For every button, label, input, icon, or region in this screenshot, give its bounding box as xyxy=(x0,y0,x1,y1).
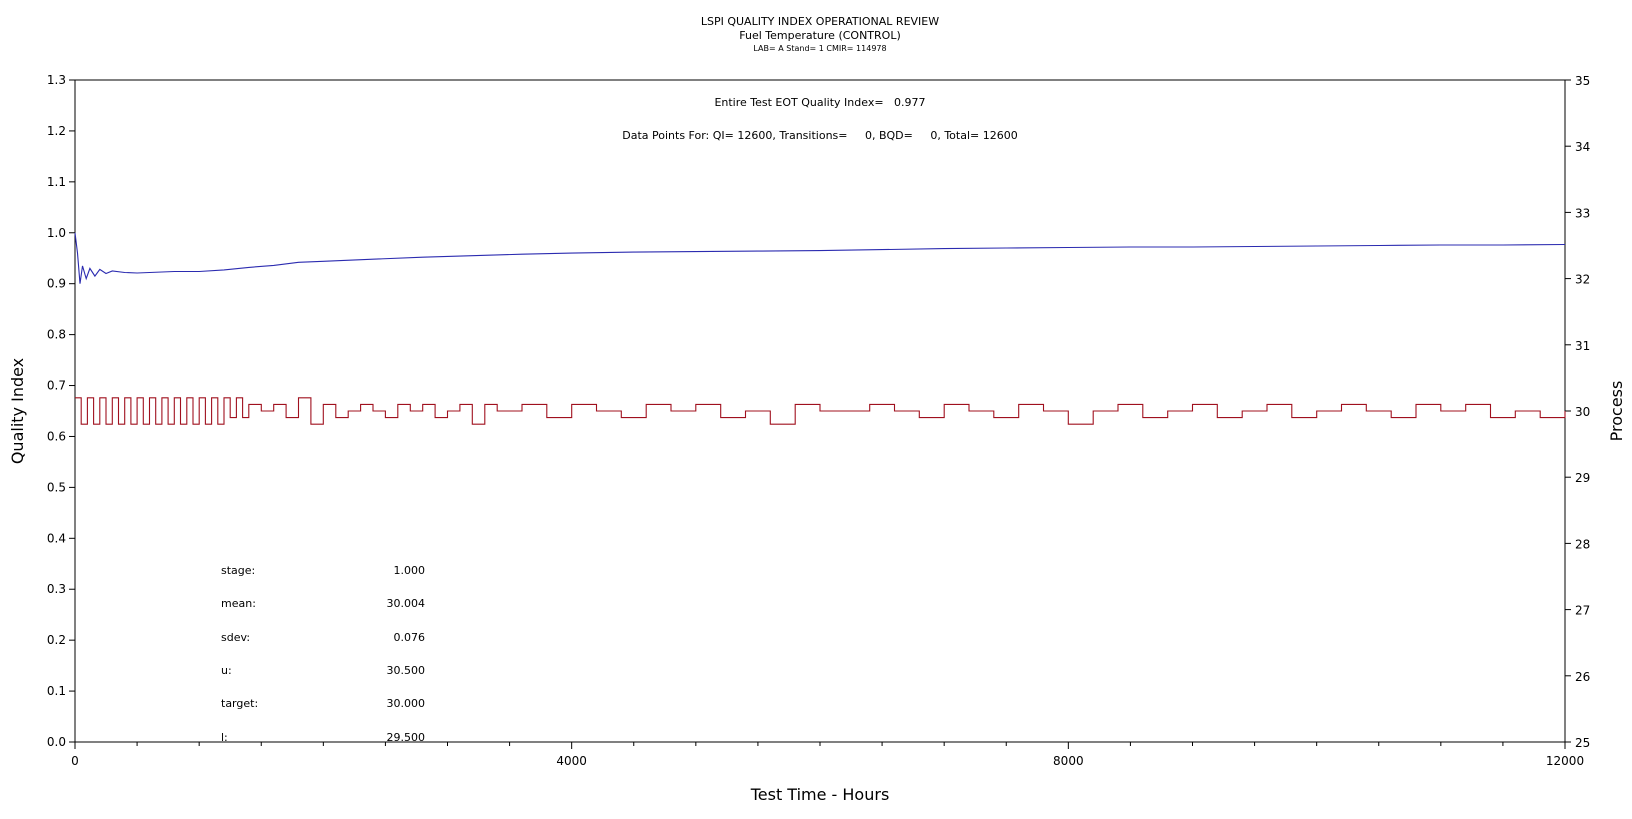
stat-value-target: 30.000 xyxy=(387,697,426,710)
stat-value-mean: 30.004 xyxy=(387,597,426,610)
right-y-axis: 25 26 27 28 29 30 31 32 33 34 35 xyxy=(1565,74,1590,750)
left-y-tick-label: 0.5 xyxy=(47,480,66,494)
right-y-tick-label: 26 xyxy=(1575,670,1590,684)
stat-label-u: u: xyxy=(221,664,232,677)
x-axis-label: Test Time - Hours xyxy=(750,785,890,804)
right-y-tick-label: 32 xyxy=(1575,273,1590,287)
stat-label-mean: mean: xyxy=(221,597,256,610)
left-y-tick-label: 0.1 xyxy=(47,684,66,698)
right-y-tick-label: 25 xyxy=(1575,736,1590,750)
data-points-annotation: Data Points For: QI= 12600, Transitions=… xyxy=(622,129,1017,142)
right-y-tick-label: 31 xyxy=(1575,339,1590,353)
x-axis: 0 4000 8000 12000 xyxy=(71,742,1584,768)
right-y-tick-label: 30 xyxy=(1575,405,1590,419)
y2-axis-label: Process xyxy=(1607,381,1626,442)
right-y-tick-label: 28 xyxy=(1575,537,1590,551)
stat-value-l: 29.500 xyxy=(387,731,426,744)
stat-label-l: l: xyxy=(221,731,228,744)
chart-subtitle: Fuel Temperature (CONTROL) xyxy=(739,29,901,42)
left-y-tick-label: 0.6 xyxy=(47,429,66,443)
qi-annotation: Entire Test EOT Quality Index= 0.977 xyxy=(714,96,925,109)
right-y-tick-label: 29 xyxy=(1575,471,1590,485)
stat-value-stage: 1.000 xyxy=(394,564,426,577)
left-y-tick-label: 0.4 xyxy=(47,531,66,545)
x-tick-label: 8000 xyxy=(1053,754,1084,768)
stat-label-stage: stage: xyxy=(221,564,255,577)
left-y-tick-label: 0.2 xyxy=(47,633,66,647)
left-y-tick-label: 0.7 xyxy=(47,379,66,393)
x-tick-label: 4000 xyxy=(556,754,587,768)
left-y-tick-label: 1.0 xyxy=(47,226,66,240)
left-y-tick-label: 0.9 xyxy=(47,277,66,291)
stat-value-u: 30.500 xyxy=(387,664,426,677)
left-y-tick-label: 1.1 xyxy=(47,175,66,189)
left-y-tick-label: 0.8 xyxy=(47,328,66,342)
process-series-line xyxy=(75,397,1566,425)
quality-index-series-line xyxy=(74,232,1566,284)
chart-subsubtitle: LAB= A Stand= 1 CMIR= 114978 xyxy=(753,44,886,53)
right-y-tick-label: 34 xyxy=(1575,140,1590,154)
series-layer xyxy=(74,232,1566,425)
right-y-tick-label: 33 xyxy=(1575,206,1590,220)
stat-label-target: target: xyxy=(221,697,258,710)
right-y-tick-label: 35 xyxy=(1575,74,1590,88)
left-y-tick-label: 1.2 xyxy=(47,124,66,138)
stat-value-sdev: 0.076 xyxy=(394,631,426,644)
left-y-tick-label: 0.0 xyxy=(47,735,66,749)
chart-title: LSPI QUALITY INDEX OPERATIONAL REVIEW xyxy=(701,15,939,28)
y-axis-label: Quality Index xyxy=(8,358,27,464)
left-y-tick-label: 1.3 xyxy=(47,73,66,87)
left-y-axis: 0.0 0.1 0.2 0.3 0.4 0.5 0.6 0.7 0.8 0.9 1.0 1.1 1.2 1… xyxy=(47,73,75,749)
left-y-tick-label: 0.3 xyxy=(47,582,66,596)
right-y-tick-label: 27 xyxy=(1575,604,1590,618)
stat-label-sdev: sdev: xyxy=(221,631,250,644)
x-tick-label: 12000 xyxy=(1546,754,1584,768)
stats-block: stage: 1.000 mean: 30.004 sdev: 0.076 u:… xyxy=(221,564,425,744)
x-tick-label: 0 xyxy=(71,754,79,768)
